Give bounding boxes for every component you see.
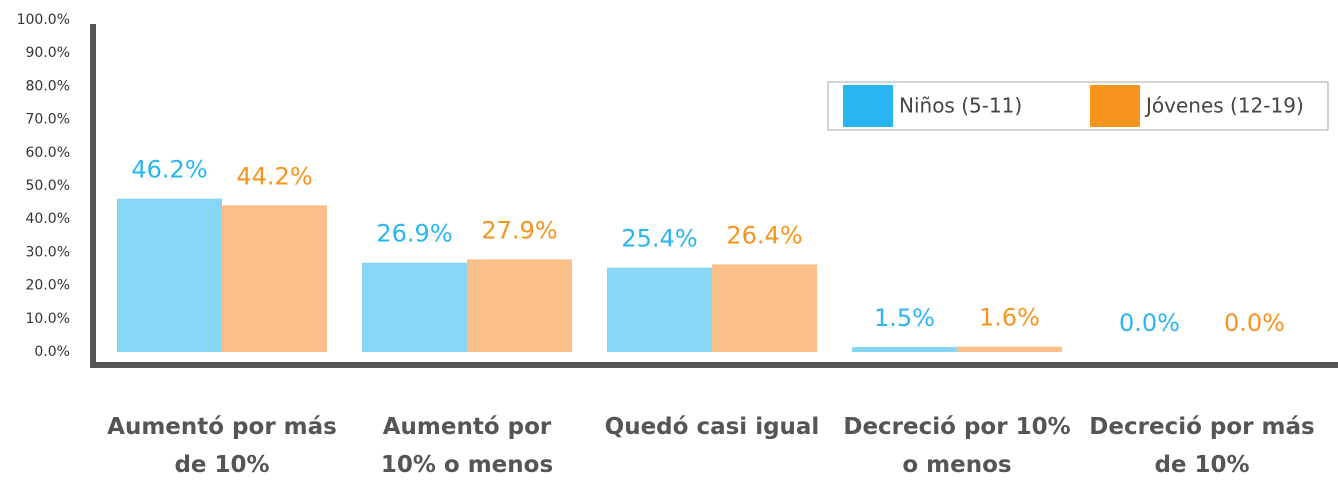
value-label: 44.2% [236,162,312,190]
x-tick-label: Quedó casi igual [604,414,820,440]
legend-swatch [1090,85,1140,127]
value-label: 26.4% [726,221,802,249]
bar [467,259,572,352]
legend-box [827,81,1329,131]
x-tick-label: Aumentó por más de 10% [107,414,337,478]
y-tick-label: 70.0% [26,112,70,128]
y-tick-label: 0.0% [34,344,70,360]
y-tick-label: 80.0% [26,78,70,94]
x-tick-label: Decreció por 10% o menos [843,414,1071,478]
y-tick-label: 60.0% [26,145,70,161]
value-label: 26.9% [376,220,452,248]
bar [852,347,957,352]
value-label: 27.9% [481,216,557,244]
y-tick-label: 90.0% [26,45,70,61]
y-tick-label: 30.0% [26,244,70,260]
bar [222,205,327,352]
y-tick-label: 50.0% [26,178,70,194]
value-label: 1.5% [874,304,935,332]
value-label: 25.4% [621,225,697,253]
bar [607,267,712,352]
legend-label: Niños (5-11) [899,94,1022,118]
legend-label: Jóvenes (12-19) [1144,94,1304,118]
bar [957,346,1062,352]
value-label: 46.2% [131,156,207,184]
value-label: 0.0% [1224,309,1285,337]
x-tick-label: Aumentó por 10% o menos [380,414,554,478]
legend-swatch [843,85,893,127]
y-tick-label: 100.0% [17,12,70,28]
bar [117,198,222,352]
value-label: 1.6% [979,304,1040,332]
y-tick-label: 20.0% [26,278,70,294]
y-tick-label: 40.0% [26,211,70,227]
bar [712,264,817,352]
y-tick-label: 10.0% [26,311,70,327]
x-tick-label: Decreció por más de 10% [1089,414,1315,478]
value-label: 0.0% [1119,309,1180,337]
bar [362,262,467,352]
